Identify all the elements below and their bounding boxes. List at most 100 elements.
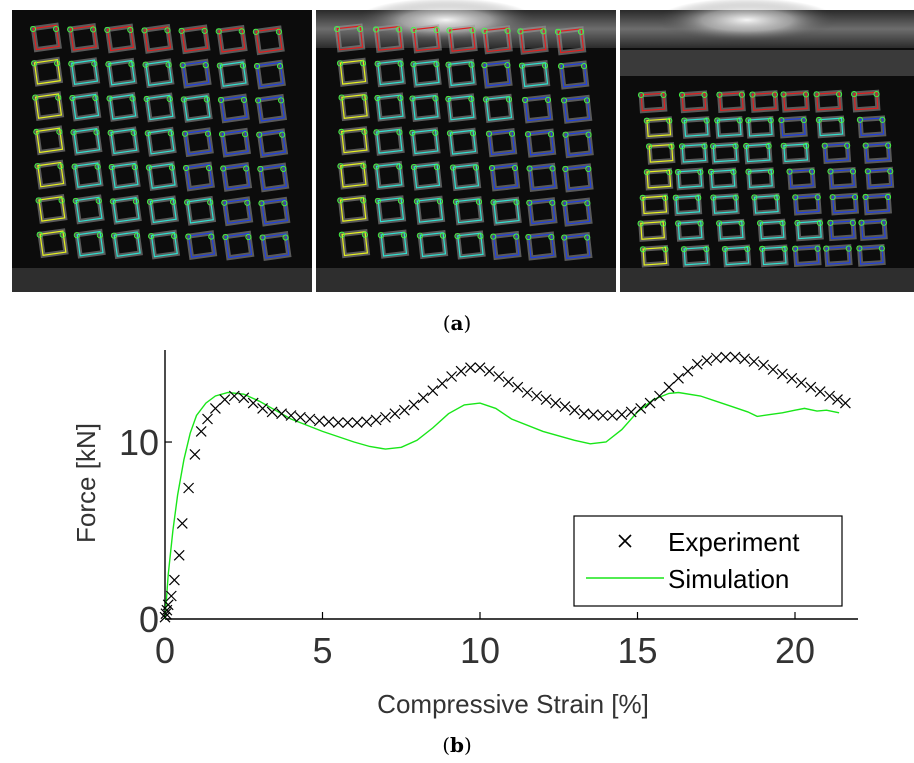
dic-node-marker [215,28,222,35]
dic-node-marker [780,142,787,149]
dic-cell-outline [218,27,246,53]
dic-node-marker [477,233,484,240]
dic-cell-outline [375,25,403,51]
dic-cell-outline [340,162,367,188]
dic-node-marker [849,168,857,175]
dic-node-marker [446,27,453,34]
dic-node-marker [885,142,892,149]
experiment-point [332,417,344,429]
dic-node-marker [361,94,368,101]
dic-node-marker [862,193,869,201]
dic-node-marker [524,131,532,138]
dic-node-marker [410,61,417,68]
x-tick-label: 0 [155,630,175,671]
dic-node-marker [864,168,871,175]
dic-cell-outline [825,246,851,265]
dic-node-marker [827,219,834,226]
experiment-point [786,372,798,384]
dic-node-marker [54,60,61,67]
dic-node-marker [660,91,667,99]
dic-cell-outline [640,92,666,112]
dic-node-marker [32,94,39,101]
dic-cell-outline [455,198,483,224]
dic-node-marker [639,194,646,201]
dic-node-marker [660,220,667,227]
dic-node-marker [884,193,892,201]
legend-simulation-label: Simulation [668,564,789,594]
dic-cell-outline [39,230,67,256]
experiment-point [304,413,316,425]
experiment-point [824,390,836,402]
dic-node-marker [792,245,799,252]
dic-node-marker [481,27,488,34]
dic-node-marker [374,60,381,67]
dic-node-marker [562,131,569,138]
dic-cell-outline [341,231,369,257]
dic-node-marker [219,131,226,138]
dic-node-marker [736,117,743,124]
experiment-point [209,402,221,414]
dic-node-marker [836,91,843,98]
dic-node-marker [93,129,100,136]
dic-cell-outline [377,94,404,120]
dic-node-marker [258,200,265,207]
dic-cell-outline [865,194,890,214]
dic-node-marker [504,27,511,34]
legend-box [573,515,843,607]
dic-cell-outline [37,161,65,188]
dic-cell-outline [492,233,520,259]
dic-node-marker [206,164,213,172]
dic-node-marker [217,96,224,103]
dic-node-marker [446,130,453,137]
dic-node-marker [554,28,562,35]
dic-node-marker [749,91,756,98]
dic-cell-outline [411,129,439,155]
dic-cell-outline [182,60,210,87]
dic-node-marker [452,198,459,205]
dic-cell-outline [783,91,808,111]
dic-cell-outline [111,162,139,189]
dic-node-marker [178,27,185,34]
photo-row [12,0,914,292]
dic-node-marker [239,62,246,69]
experiment-point [276,408,288,420]
dic-node-marker [55,94,62,101]
experiment-point [832,394,843,406]
dic-node-marker [148,233,155,240]
experiment-point [644,397,656,409]
dic-node-marker [359,60,367,67]
dic-node-marker [643,169,650,176]
dic-node-marker [816,219,823,227]
dic-node-marker [184,199,191,206]
dic-node-marker [145,164,152,171]
dic-node-marker [862,142,869,149]
dic-node-marker [432,95,439,102]
dic-cell-outline [181,26,209,53]
experiment-point [814,386,826,398]
experiment-point [597,410,609,421]
dic-node-marker [361,128,368,135]
dic-node-marker [360,197,367,204]
dic-node-marker [201,27,208,34]
dic-node-marker [374,197,381,204]
dic-node-marker [513,199,520,206]
dic-cell-outline [724,246,750,266]
experiment-point [173,549,185,561]
dic-node-marker [526,165,533,172]
dic-node-marker [767,117,774,124]
experiment-point [228,390,240,402]
dic-node-marker [71,163,78,170]
dic-node-marker [813,91,820,98]
dic-node-marker [808,168,816,175]
dic-node-marker [732,194,739,201]
experiment-point [195,425,207,437]
light-glare [657,0,837,42]
y-axis-label: Force [kN] [71,423,101,543]
dic-node-marker [786,168,793,175]
dic-node-marker [106,95,113,102]
dic-node-marker [164,27,171,34]
experiment-point [361,416,373,428]
dic-cell-outline [718,220,744,240]
dic-node-marker [69,94,76,102]
dic-cell-outline [759,220,785,240]
